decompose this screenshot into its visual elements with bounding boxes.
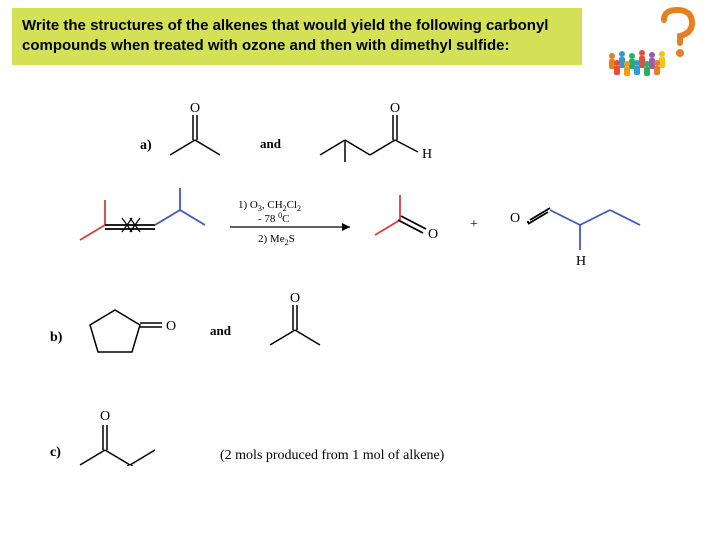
note-c: (2 mols produced from 1 mol of alkene) <box>220 448 444 464</box>
oxygen-label: O <box>428 227 438 242</box>
hydrogen-label: H <box>422 147 432 162</box>
cond2: - 78 <box>258 213 278 225</box>
content-area: a) O and O H <box>40 100 680 530</box>
problem-a: a) O and O H <box>140 100 540 170</box>
svg-text:1) O3, CH2Cl2: 1) O3, CH2Cl2 <box>238 199 301 213</box>
oxygen-label: O <box>166 319 176 334</box>
oxygen-label: O <box>390 101 400 116</box>
oxygen-label: O <box>190 101 200 116</box>
cond1: 1) O <box>238 199 258 211</box>
people-question-icon <box>602 8 702 78</box>
cond1c: Cl <box>287 199 297 211</box>
question-header: Write the structures of the alkenes that… <box>12 8 582 65</box>
cond3b: S <box>289 233 295 245</box>
hydrogen-label: H <box>576 254 586 269</box>
label-b: b) <box>50 330 62 346</box>
and-text-a: and <box>260 136 282 151</box>
cond1b: , CH <box>262 199 283 211</box>
answer-a: 1) O3, CH2Cl2 - 78 0C 2) Me2S O + <box>70 180 690 270</box>
and-text-b: and <box>210 323 232 338</box>
svg-text:2) Me2S: 2) Me2S <box>258 233 295 247</box>
problem-b: b) O and O <box>50 290 450 370</box>
svg-text:- 78 0C: - 78 0C <box>258 211 290 225</box>
plus-sign: + <box>470 217 478 232</box>
oxygen-label: O <box>100 409 110 424</box>
label-c: c) <box>50 445 61 461</box>
problem-c: c) O (2 mols produced from 1 mol of alke… <box>50 400 550 490</box>
cond3: 2) Me <box>258 233 285 245</box>
cond1sub3: 2 <box>297 204 301 213</box>
oxygen-label: O <box>290 291 300 306</box>
header-text: Write the structures of the alkenes that… <box>22 17 548 54</box>
cond2b: C <box>282 213 289 225</box>
oxygen-label: O <box>510 211 520 226</box>
